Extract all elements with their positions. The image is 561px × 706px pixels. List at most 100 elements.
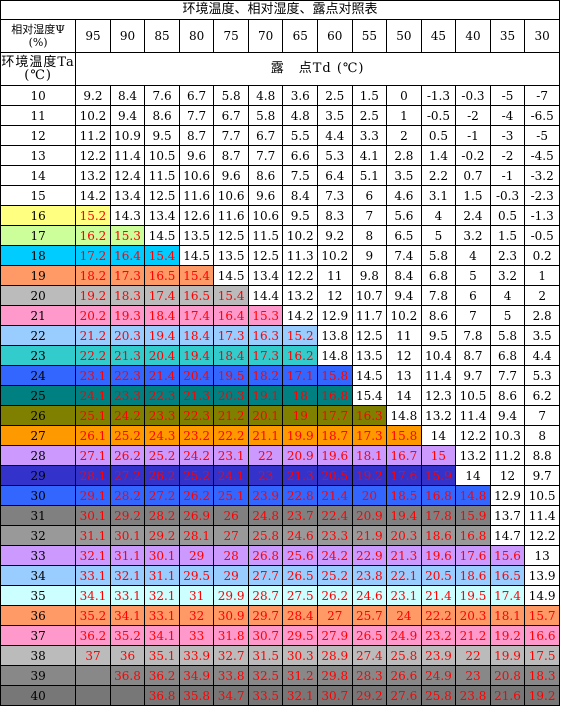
dew-point-cell: 27.6	[386, 685, 422, 706]
humidity-header-cell: 30	[524, 19, 560, 53]
dew-point-cell: 26.6	[386, 665, 422, 686]
temperature-cell: 39	[0, 665, 77, 686]
dew-point-cell: 11.4	[109, 145, 146, 166]
temperature-cell: 29	[0, 465, 77, 486]
dew-point-cell: 24.8	[247, 505, 284, 526]
table-row: 14 13.2 12.4 11.5 10.6 9.6 8.6 7.5 6.4 5.1 3.5 2.2 0…	[0, 165, 560, 186]
dew-point-cell: 7.7	[178, 105, 215, 126]
dew-point-cell: 8.6	[420, 305, 457, 326]
temperature-cell: 27	[0, 425, 77, 446]
dew-point-cell: 35.1	[144, 645, 180, 666]
dew-point-cell: 13.2	[75, 165, 111, 186]
dew-point-cell: 19	[282, 405, 319, 426]
dew-point-cell: 10.7	[351, 285, 388, 306]
dew-point-cell: 19.5	[213, 365, 249, 386]
dew-point-cell: 8	[524, 425, 560, 446]
dew-point-cell: 29.2	[351, 685, 388, 706]
dew-point-cell: 31.8	[213, 625, 249, 646]
dew-point-cell: 31.2	[282, 665, 319, 686]
dew-point-cell: 27	[317, 605, 353, 626]
dew-point-cell: 35.8	[178, 685, 215, 706]
dew-point-cell: 15.2	[282, 325, 319, 346]
dew-point-cell: 15.9	[420, 465, 457, 486]
dew-point-cell: 33.1	[109, 585, 146, 606]
table-row: 12 11.2 10.9 9.5 8.7 7.7 6.7 5.5 4.4 3.3 2 0.5 -1 -3-…	[0, 125, 560, 146]
dew-point-cell: 25.6	[282, 545, 319, 566]
temperature-cell: 30	[0, 485, 77, 506]
dew-point-cell: 19.4	[144, 325, 180, 346]
dew-point-cell: 21.2	[455, 625, 491, 646]
dew-point-cell: 20.4	[144, 345, 180, 366]
dew-point-cell: -0.5	[524, 225, 560, 246]
dew-point-cell: 6	[455, 285, 491, 306]
dew-point-cell: 20.5	[317, 465, 353, 486]
dew-point-cell: -2	[489, 145, 526, 166]
dew-point-cell: 34.1	[144, 625, 180, 646]
temperature-cell: 40	[0, 685, 77, 706]
dew-point-cell: 6.7	[213, 105, 249, 126]
dew-point-cell: 3.3	[351, 125, 388, 146]
dew-point-cell: 0.7	[455, 165, 491, 186]
dew-point-cell: 8.8	[524, 445, 560, 466]
humidity-header-cell: 50	[386, 19, 422, 53]
dew-point-cell: 3.5	[386, 165, 422, 186]
dew-point-cell: 10.9	[109, 125, 146, 146]
dew-point-cell: 20.9	[351, 505, 388, 526]
dew-point-cell: 15.7	[524, 605, 560, 626]
temperature-cell: 36	[0, 605, 77, 626]
dew-point-cell: 21.9	[351, 525, 388, 546]
dew-point-cell: 4.8	[282, 105, 319, 126]
dew-point-cell: 7.4	[386, 245, 422, 266]
dew-point-cell: -0.2	[455, 145, 491, 166]
dew-point-cell: 29.2	[109, 505, 146, 526]
dew-point-cell: 25.1	[75, 405, 111, 426]
dew-point-cell: 14.5	[213, 265, 249, 286]
dew-point-cell: 11.4	[524, 505, 560, 526]
dew-point-cell: 7.7	[213, 125, 249, 146]
temperature-cell: 23	[0, 345, 77, 366]
dew-point-cell: 25.2	[178, 465, 215, 486]
dew-point-cell: 8.4	[386, 265, 422, 286]
dew-point-cell: 12.2	[282, 265, 319, 286]
dew-point-cell: 10.2	[317, 245, 353, 266]
dew-point-cell: 25.8	[420, 685, 457, 706]
dew-point-cell: -6.5	[524, 105, 560, 126]
dew-point-cell: 24.2	[109, 405, 146, 426]
table-row: 24 23.1 22.3 21.4 20.4 19.5 18.2 17.1 15.8 14.5 13…	[0, 365, 560, 386]
dew-point-cell: 8.7	[178, 125, 215, 146]
dew-point-cell: 25.7	[351, 605, 388, 626]
dew-point-cell: 12.9	[317, 305, 353, 326]
dew-point-cell: 16.8	[455, 525, 491, 546]
dew-point-cell: 27.4	[351, 645, 388, 666]
dew-point-cell: 16.4	[109, 245, 146, 266]
dew-point-cell: 29.5	[178, 565, 215, 586]
dew-point-cell: 33.5	[247, 685, 284, 706]
dew-point-cell: 34.1	[109, 605, 146, 626]
dew-point-cell: 13.2	[455, 445, 491, 466]
dew-point-cell: 23.1	[386, 585, 422, 606]
table-row: 33 32.1 31.1 30.1 29 28 26.8 25.6 24.2 22.9 21.3 19…	[0, 545, 560, 566]
dew-point-cell: 7	[351, 205, 388, 226]
temperature-cell: 13	[0, 145, 77, 166]
table-row: 22 21.2 20.3 19.4 18.4 17.3 16.3 15.2 13.8 12.5 11…	[0, 325, 560, 346]
dew-point-cell: 5.1	[351, 165, 388, 186]
dew-point-cell: 6.6	[282, 145, 319, 166]
dew-point-cell: 3.2	[489, 265, 526, 286]
dew-point-cell: 36.2	[75, 625, 111, 646]
dew-point-cell: 20.2	[75, 305, 111, 326]
dew-point-cell: 16.2	[75, 225, 111, 246]
dew-point-cell: 8.7	[455, 345, 491, 366]
dew-point-cell: 15.8	[386, 425, 422, 446]
dew-point-cell: 17.7	[317, 405, 353, 426]
dew-point-cell: 10.6	[213, 185, 249, 206]
dew-point-cell: 17.5	[524, 645, 560, 666]
dew-point-cell: 26.2	[178, 485, 215, 506]
dew-point-cell: 10.6	[247, 205, 284, 226]
dew-point-cell: 6.8	[420, 265, 457, 286]
humidity-header-cell: 85	[144, 19, 180, 53]
dew-point-cell	[75, 665, 111, 686]
dew-point-cell: 21.2	[75, 325, 111, 346]
dew-point-cell: 26	[213, 505, 249, 526]
table-row: 17 16.2 15.3 14.5 13.5 12.5 11.5 10.2 9.2 8 6.5 5 3.…	[0, 225, 560, 246]
dew-point-cell: 31.1	[109, 545, 146, 566]
